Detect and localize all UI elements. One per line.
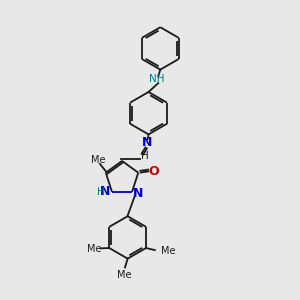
Text: N: N <box>142 136 152 149</box>
Text: N: N <box>100 185 111 198</box>
Text: H: H <box>97 187 105 197</box>
Text: Me: Me <box>91 155 106 165</box>
Text: H: H <box>141 151 149 160</box>
Text: NH: NH <box>149 74 164 84</box>
Text: N: N <box>133 187 143 200</box>
Text: Me: Me <box>161 246 175 256</box>
Text: Me: Me <box>87 244 102 254</box>
Text: Me: Me <box>117 269 131 280</box>
Text: O: O <box>148 165 159 178</box>
